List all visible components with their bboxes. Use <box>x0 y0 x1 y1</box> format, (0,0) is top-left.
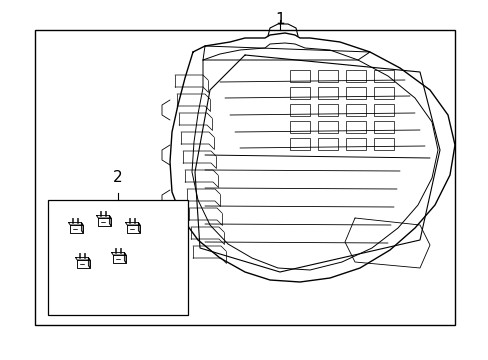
Bar <box>373 138 393 150</box>
Bar <box>346 70 365 82</box>
Bar <box>317 138 337 150</box>
Bar <box>289 87 309 99</box>
Bar <box>317 121 337 133</box>
Text: 1: 1 <box>275 12 284 27</box>
Bar <box>346 104 365 116</box>
Bar <box>317 87 337 99</box>
Bar <box>373 70 393 82</box>
Bar <box>346 138 365 150</box>
Bar <box>317 104 337 116</box>
Bar <box>317 70 337 82</box>
Bar <box>289 138 309 150</box>
Bar <box>289 70 309 82</box>
Text: 2: 2 <box>113 170 122 185</box>
Bar <box>346 121 365 133</box>
Bar <box>289 121 309 133</box>
Bar <box>48 200 187 315</box>
Bar <box>289 104 309 116</box>
Bar <box>373 104 393 116</box>
Bar <box>346 87 365 99</box>
Bar <box>373 87 393 99</box>
Bar <box>35 30 454 325</box>
Bar <box>373 121 393 133</box>
